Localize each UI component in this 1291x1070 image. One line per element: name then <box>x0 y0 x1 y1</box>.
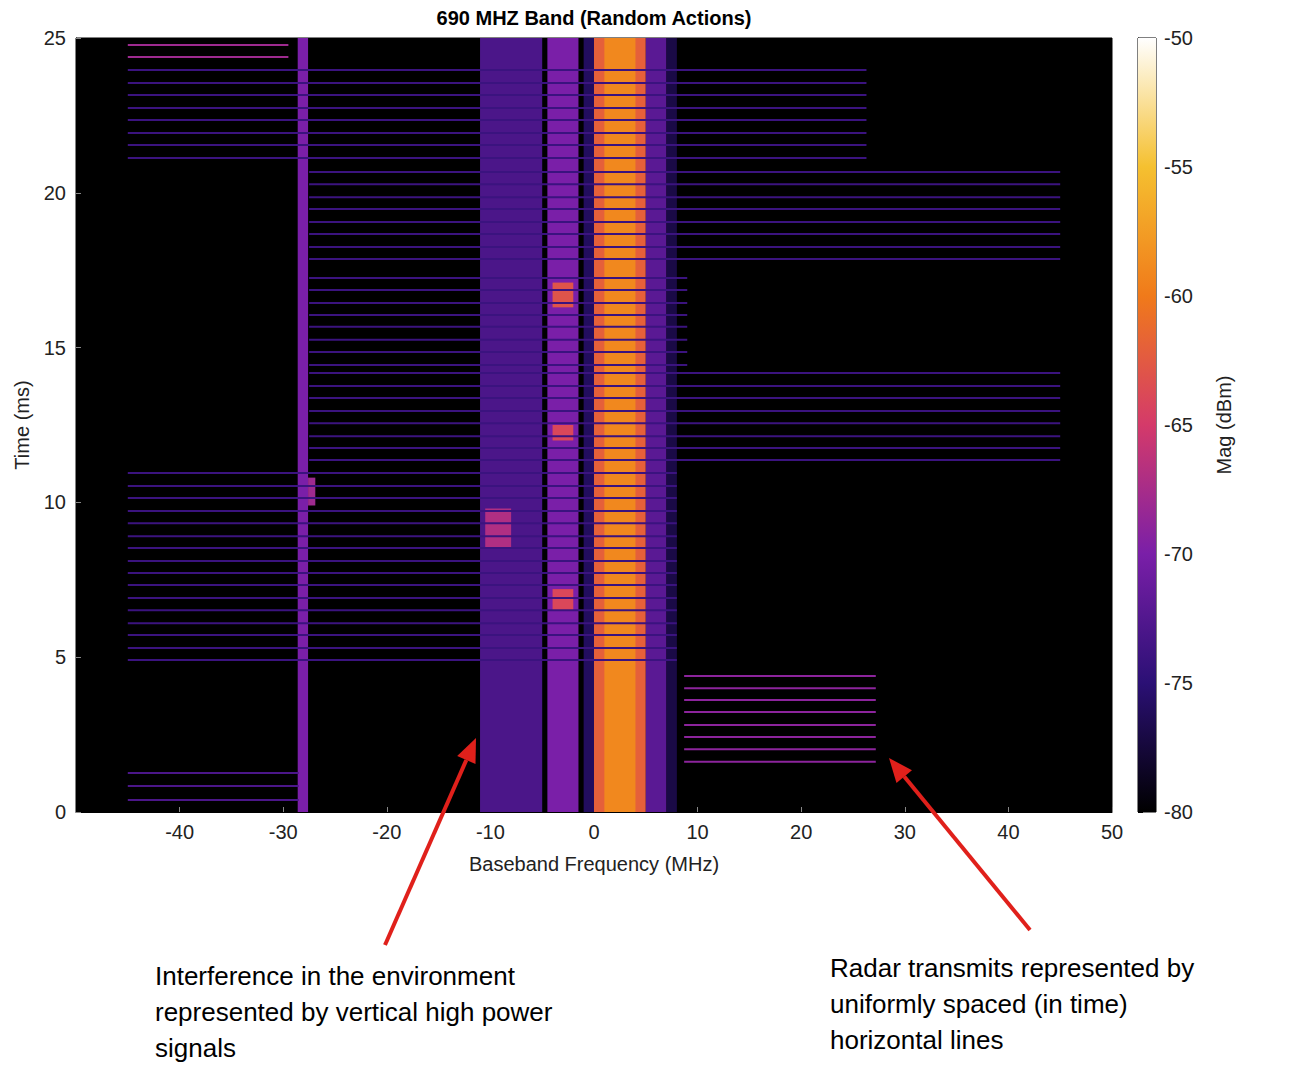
svg-text:-40: -40 <box>165 821 194 843</box>
svg-text:0: 0 <box>588 821 599 843</box>
svg-text:5: 5 <box>55 646 66 668</box>
svg-text:-50: -50 <box>1164 27 1193 49</box>
svg-text:10: 10 <box>44 491 66 513</box>
svg-text:represented by vertical high p: represented by vertical high power <box>155 997 553 1027</box>
svg-text:-65: -65 <box>1164 414 1193 436</box>
svg-text:Interference in the environmen: Interference in the environment <box>155 961 516 991</box>
svg-text:uniformly spaced (in time): uniformly spaced (in time) <box>830 989 1128 1019</box>
svg-text:Baseband Frequency (MHz): Baseband Frequency (MHz) <box>469 853 719 875</box>
svg-text:Time (ms): Time (ms) <box>11 380 33 469</box>
svg-text:30: 30 <box>894 821 916 843</box>
svg-text:-10: -10 <box>476 821 505 843</box>
svg-text:50: 50 <box>1101 821 1123 843</box>
svg-text:-60: -60 <box>1164 285 1193 307</box>
svg-text:-55: -55 <box>1164 156 1193 178</box>
svg-text:signals: signals <box>155 1033 236 1063</box>
svg-text:-75: -75 <box>1164 672 1193 694</box>
svg-text:-20: -20 <box>372 821 401 843</box>
svg-text:10: 10 <box>686 821 708 843</box>
svg-text:690 MHZ Band (Random Actions): 690 MHZ Band (Random Actions) <box>437 7 752 29</box>
svg-text:Mag (dBm): Mag (dBm) <box>1213 376 1235 475</box>
svg-text:-80: -80 <box>1164 801 1193 823</box>
svg-text:-30: -30 <box>269 821 298 843</box>
svg-text:Radar transmits represented by: Radar transmits represented by <box>830 953 1194 983</box>
svg-text:-70: -70 <box>1164 543 1193 565</box>
svg-text:horizontal lines: horizontal lines <box>830 1025 1003 1055</box>
svg-text:20: 20 <box>44 182 66 204</box>
svg-text:20: 20 <box>790 821 812 843</box>
svg-text:40: 40 <box>997 821 1019 843</box>
svg-text:15: 15 <box>44 337 66 359</box>
svg-text:25: 25 <box>44 27 66 49</box>
svg-text:0: 0 <box>55 801 66 823</box>
